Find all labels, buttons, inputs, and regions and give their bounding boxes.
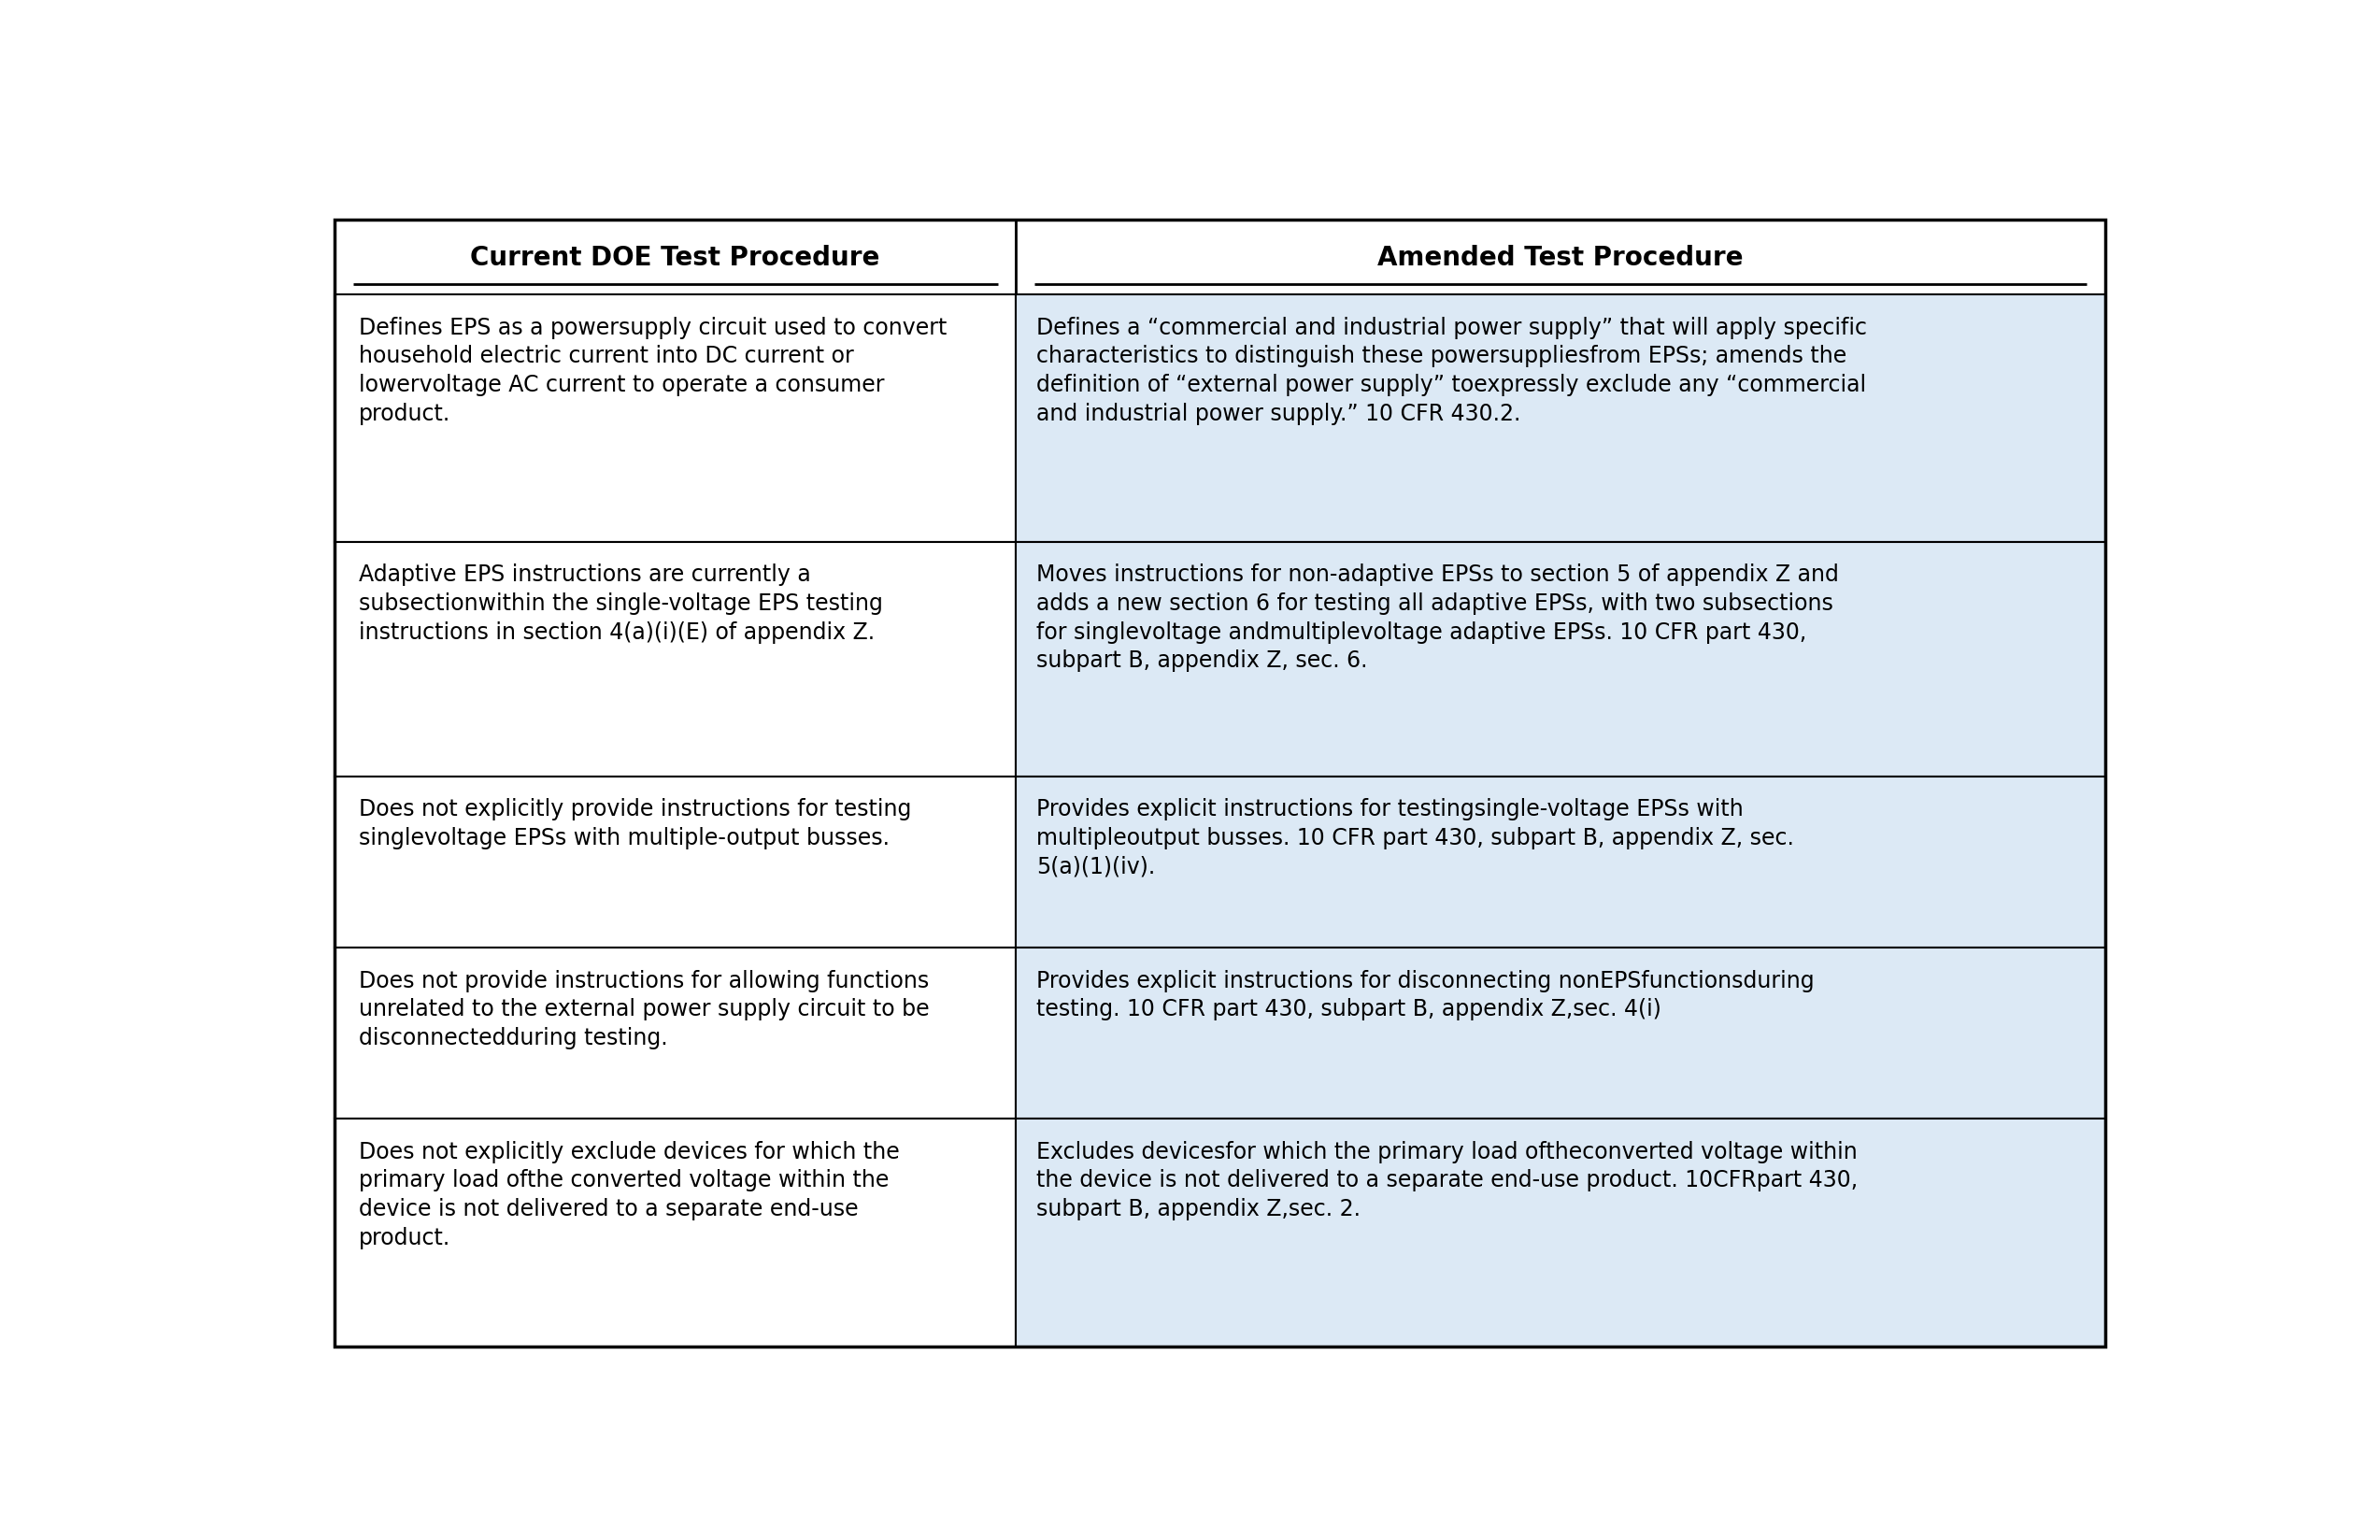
Text: Adaptive EPS instructions are currently a
subsectionwithin the single-voltage EP: Adaptive EPS instructions are currently …: [359, 564, 883, 644]
FancyBboxPatch shape: [333, 220, 1016, 296]
FancyBboxPatch shape: [1016, 220, 2106, 296]
FancyBboxPatch shape: [333, 776, 1016, 947]
Text: Moves instructions for non-adaptive EPSs to section 5 of appendix Z and
adds a n: Moves instructions for non-adaptive EPSs…: [1035, 564, 1840, 671]
Text: Provides explicit instructions for disconnecting nonEPSfunctionsduring
testing. : Provides explicit instructions for disco…: [1035, 969, 1814, 1019]
Text: Defines EPS as a powersupply circuit used to convert
household electric current : Defines EPS as a powersupply circuit use…: [359, 316, 947, 425]
FancyBboxPatch shape: [1016, 296, 2106, 542]
Text: Amended Test Procedure: Amended Test Procedure: [1378, 245, 1745, 271]
Text: Excludes devicesfor which the primary load oftheconverted voltage within
the dev: Excludes devicesfor which the primary lo…: [1035, 1140, 1859, 1220]
Text: Defines a “commercial and industrial power supply” that will apply specific
char: Defines a “commercial and industrial pow…: [1035, 316, 1868, 425]
FancyBboxPatch shape: [1016, 947, 2106, 1118]
FancyBboxPatch shape: [333, 1118, 1016, 1348]
FancyBboxPatch shape: [1016, 1118, 2106, 1348]
FancyBboxPatch shape: [1016, 776, 2106, 947]
FancyBboxPatch shape: [333, 542, 1016, 776]
FancyBboxPatch shape: [1016, 542, 2106, 776]
Text: Does not provide instructions for allowing functions
unrelated to the external p: Does not provide instructions for allowi…: [359, 969, 928, 1049]
FancyBboxPatch shape: [333, 296, 1016, 542]
Text: Does not explicitly provide instructions for testing
singlevoltage EPSs with mul: Does not explicitly provide instructions…: [359, 798, 912, 849]
Text: Provides explicit instructions for testingsingle-voltage EPSs with
multipleoutpu: Provides explicit instructions for testi…: [1035, 798, 1795, 878]
Text: Current DOE Test Procedure: Current DOE Test Procedure: [471, 245, 881, 271]
Text: Does not explicitly exclude devices for which the
primary load ofthe converted v: Does not explicitly exclude devices for …: [359, 1140, 900, 1249]
FancyBboxPatch shape: [333, 947, 1016, 1118]
